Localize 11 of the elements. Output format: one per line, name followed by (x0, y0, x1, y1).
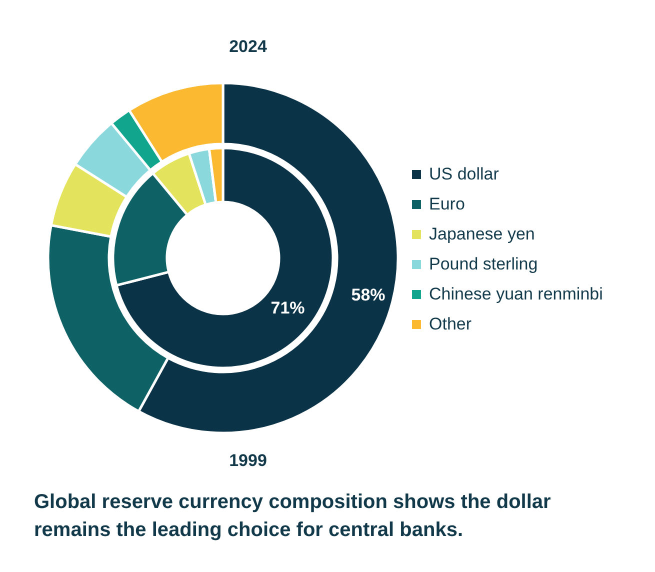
legend-label: Pound sterling (429, 254, 538, 274)
data-label: 71% (270, 298, 305, 318)
legend-label: Other (429, 314, 472, 334)
text: Global reserve currency composition shows the dollar remains the leading choice for central banks. (34, 491, 552, 541)
legend-label: Euro (429, 194, 465, 214)
data-label: 58% (351, 285, 386, 304)
legend-label: Chinese yuan renminbi (429, 284, 603, 304)
slice-label: 1999 (229, 451, 267, 470)
slice-label: 2024 (229, 37, 268, 56)
legend-label: US dollar (429, 164, 500, 184)
legend-label: Japanese yen (429, 224, 535, 244)
